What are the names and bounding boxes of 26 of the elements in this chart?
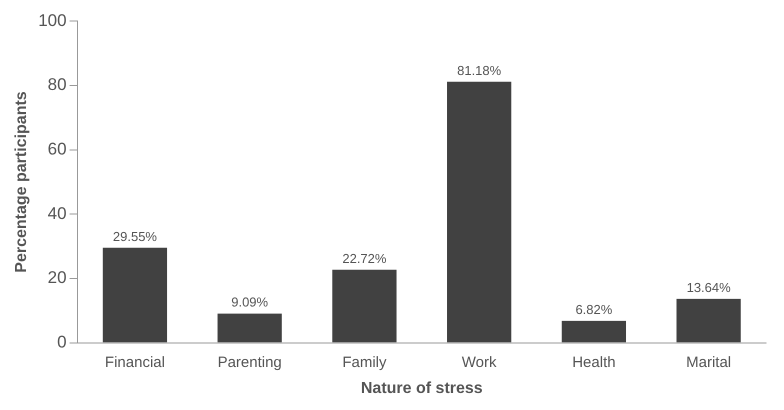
bar (562, 320, 626, 342)
y-axis-title: Percentage participants (13, 91, 30, 273)
x-tick-label: Financial (104, 354, 165, 371)
data-label: 29.55% (112, 228, 158, 244)
data-label: 81.18% (457, 62, 502, 78)
data-label: 6.82% (575, 302, 613, 317)
y-tick-label: 0 (57, 332, 67, 352)
y-tick-label: 80 (48, 75, 67, 94)
y-tick-label: 100 (38, 10, 67, 30)
bar (676, 298, 741, 342)
bar (447, 82, 512, 342)
x-tick-label: Work (462, 354, 498, 371)
data-label: 13.64% (686, 280, 732, 296)
x-tick-label: Parenting (218, 354, 282, 371)
x-tick-label: Health (572, 354, 616, 371)
bar (102, 248, 168, 342)
data-label: 22.72% (342, 250, 387, 266)
x-tick-label: Marital (686, 354, 732, 371)
y-tick-label: 60 (48, 140, 67, 159)
bar (332, 270, 397, 342)
data-label: 9.09% (231, 294, 269, 310)
bar (218, 314, 282, 342)
x-tick-label: Family (342, 354, 387, 371)
x-axis-title: Nature of stress (360, 380, 483, 397)
y-tick-label: 20 (48, 268, 67, 288)
y-tick-label: 40 (48, 204, 67, 223)
